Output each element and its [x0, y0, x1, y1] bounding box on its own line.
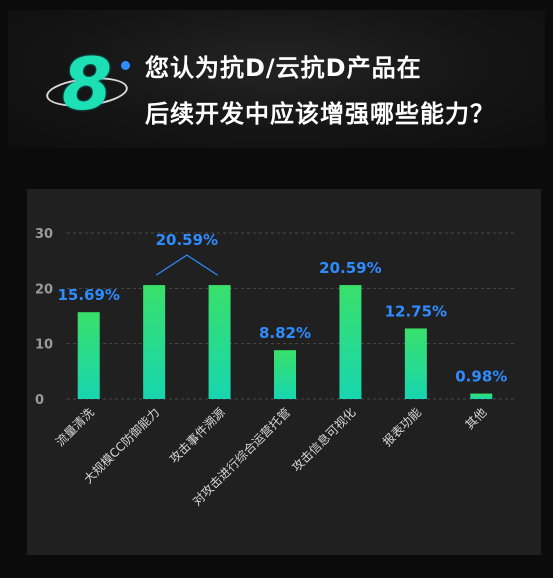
bar [404, 328, 427, 399]
data-label: 20.59% [319, 259, 381, 277]
bar [77, 312, 100, 399]
bullet-dot-icon [121, 61, 130, 70]
shared-data-label: 20.59% [156, 231, 218, 249]
x-tick-label: 流量清洗 [53, 405, 97, 449]
y-tick-label: 30 [35, 227, 53, 242]
y-tick-label: 20 [35, 282, 53, 297]
bar [470, 393, 493, 399]
bar [339, 285, 362, 399]
question-number: 8 [62, 42, 113, 126]
x-tick-label: 攻击事件溯源 [166, 405, 228, 467]
y-tick-label: 10 [35, 338, 53, 353]
x-tick-label: 攻击信息可视化 [289, 405, 359, 475]
x-tick-label: 报表功能 [379, 405, 424, 450]
shared-label-bracket [155, 254, 218, 276]
data-label: 0.98% [455, 368, 507, 386]
data-label: 15.69% [57, 286, 119, 304]
bar-chart: 0 10 20 30 15.69% 8.82% 20.59% 12.75% 0.98% 20.5… [35, 227, 515, 508]
x-tick-label: 其他 [463, 405, 490, 432]
bar [274, 350, 296, 399]
question-title-line1: 您认为抗D/云抗D产品在 [145, 54, 422, 82]
bar [143, 285, 166, 399]
data-label: 8.82% [259, 324, 311, 342]
y-tick-label: 0 [35, 393, 44, 408]
data-label: 12.75% [385, 302, 447, 320]
chart-panel: 0 10 20 30 15.69% 8.82% 20.59% 12.75% 0.98% 20.5… [27, 189, 541, 555]
bar [208, 285, 231, 399]
question-title-line2: 后续开发中应该增强哪些能力？ [145, 100, 495, 128]
number-badge: 8 [44, 42, 136, 126]
header-banner: 8 您认为抗D/云抗D产品在 后续开发中应该增强哪些能力？ [8, 10, 545, 148]
